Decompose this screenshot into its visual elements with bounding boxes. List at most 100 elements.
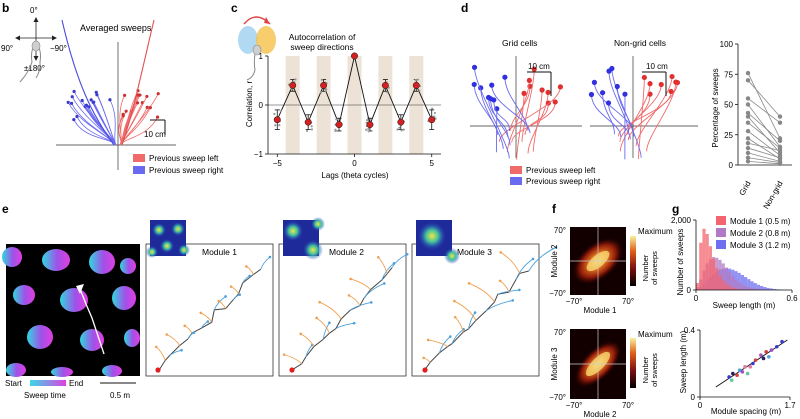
module-2-title: Module 2 (329, 247, 364, 257)
e-m2-sweep (350, 278, 371, 290)
g-hist-bar (715, 268, 719, 290)
d-grid-red-sweep (521, 69, 535, 142)
g-scatter-point (743, 365, 747, 369)
g-hist-bar (696, 283, 700, 290)
panel-f: 70° −70° −70° 70° Module 1 Module 2 70° … (549, 226, 673, 419)
rat-double-icon (238, 16, 276, 81)
g-hist-ytick-label: 0 (687, 286, 692, 295)
d-ng-blue-dot (614, 83, 620, 90)
f-top-xtick-right: 70° (622, 297, 634, 306)
d-ng-blue-sweep (591, 94, 622, 138)
compass-bottom-label: ±180° (24, 64, 45, 73)
e-m1-sweep-end (245, 265, 248, 268)
e-m3-sweep (454, 300, 477, 321)
c-mean-point (304, 118, 312, 126)
f-bottom-cbar-max: Maximum (638, 330, 673, 339)
panel-b: 0° 90° −90° ±180° Averaged sweeps 10 cm … (1, 6, 224, 175)
d-pct-xtick-nongrid: Non-grid (762, 180, 785, 211)
e-m3-sweep-end (498, 279, 502, 283)
c-mean-point (412, 81, 420, 89)
e-m1-sweep-end (199, 311, 203, 315)
c-individual-point (310, 125, 313, 128)
d-pct-ytick-label: 75 (724, 70, 733, 79)
g-scatter-xlabel: Module spacing (m) (711, 407, 782, 416)
panel-b-title: Averaged sweeps (80, 23, 152, 33)
g-legend-swatch (716, 228, 726, 237)
c-individual-point (433, 111, 437, 115)
panel-letter-f: f (552, 202, 557, 216)
d-ng-red-dot (669, 73, 675, 80)
c-individual-point (400, 129, 403, 132)
d-pct-xtick-grid: Grid (737, 180, 752, 198)
c-mean-point (397, 118, 405, 126)
g-hist-bar (737, 282, 741, 290)
c-individual-point (305, 129, 309, 132)
compass-left-label: 90° (1, 44, 13, 53)
g-scatter-point (767, 355, 771, 359)
e-m3-sweep-end (467, 282, 471, 285)
g-hist-bar (750, 288, 754, 290)
f-bottom-xlabel: Module 2 (584, 410, 617, 419)
e-m2-sweep (377, 256, 388, 275)
e-m3-sweep-end (453, 299, 456, 303)
nongrid-cells-left-sweeps (617, 73, 681, 159)
d-grid-red-dot (539, 87, 545, 93)
d-grid-red-dot (521, 90, 527, 96)
g-scatter-point (764, 349, 768, 354)
g-scatter-point (729, 378, 734, 383)
f-top-xtick-left: −70° (566, 297, 583, 306)
g-hist-bar (772, 288, 776, 290)
e-m1-path (158, 268, 262, 372)
d-grid-red-sweep (510, 86, 531, 131)
g-scatter-point (759, 353, 763, 357)
e-m1-sweep-end (217, 299, 221, 303)
d-pct-ytick-label: 25 (724, 131, 733, 140)
d-grid-red-dot (545, 89, 551, 95)
panel-e: Start End Sweep time 0.5 m Module 1 Modu… (2, 217, 558, 400)
c-mean-point (273, 116, 281, 124)
d-pct-pair-line (747, 152, 781, 162)
panel-d: Grid cells Non-grid cells 10 cm 10 cm Pr… (470, 38, 792, 211)
g-hist-ylabel: Number of sweeps (676, 229, 685, 296)
d-legend-right-swatch (510, 177, 522, 185)
e-m1-sweep (166, 334, 180, 346)
e-m1-sweep-end (229, 285, 233, 288)
d-pct-grid-point (745, 110, 751, 116)
b-blue-sweep (67, 102, 117, 146)
b-red-dot (135, 101, 140, 105)
d-grid-red-dot (557, 84, 563, 90)
c-individual-point (310, 128, 314, 131)
f-bottom-cbar-label1: Number (641, 356, 650, 383)
f-top-ytick-bottom: −70° (549, 289, 566, 298)
rat-position-icon (76, 284, 84, 294)
b-blue-dot (72, 89, 76, 94)
c-mean-point (381, 81, 389, 89)
e-m3-sweep (485, 299, 513, 312)
d-pct-pair-line (747, 122, 781, 149)
c-xtick-label: −5 (273, 159, 283, 168)
compass-right-label: −90° (50, 44, 67, 53)
d-pct-pair-line (747, 72, 781, 139)
g-hist-bar (734, 288, 738, 290)
d-grid-blue-sweep (480, 87, 504, 149)
module-spacing-scatter: 0 0.4 0 1.7 (684, 326, 796, 410)
d-pct-pair-line (747, 98, 781, 123)
d-legend-left-label: Previous sweep left (526, 166, 596, 175)
d-pct-grid-point (745, 102, 751, 107)
g-hist-bar (756, 284, 760, 290)
e-m3-sweep-end (426, 338, 430, 342)
legend-right-label: Previous sweep right (149, 166, 224, 175)
e-m2-sweep (363, 283, 385, 299)
e-m3-sweep-end (511, 299, 514, 302)
e-m3-sweep (468, 282, 495, 303)
panel-b-right-sweeps (61, 19, 117, 146)
b-red-dot (155, 115, 160, 119)
c-ytick-label: 0 (259, 101, 264, 110)
c-individual-point (320, 78, 323, 81)
f-bottom-ytick-bottom: −70° (549, 393, 566, 402)
d-pct-nongrid-point (777, 120, 783, 125)
d-pct-grid-point (745, 145, 751, 151)
g-hist-bar (750, 281, 754, 290)
b-blue-long-sweep (61, 19, 115, 146)
compass-top-label: 0° (30, 6, 38, 15)
